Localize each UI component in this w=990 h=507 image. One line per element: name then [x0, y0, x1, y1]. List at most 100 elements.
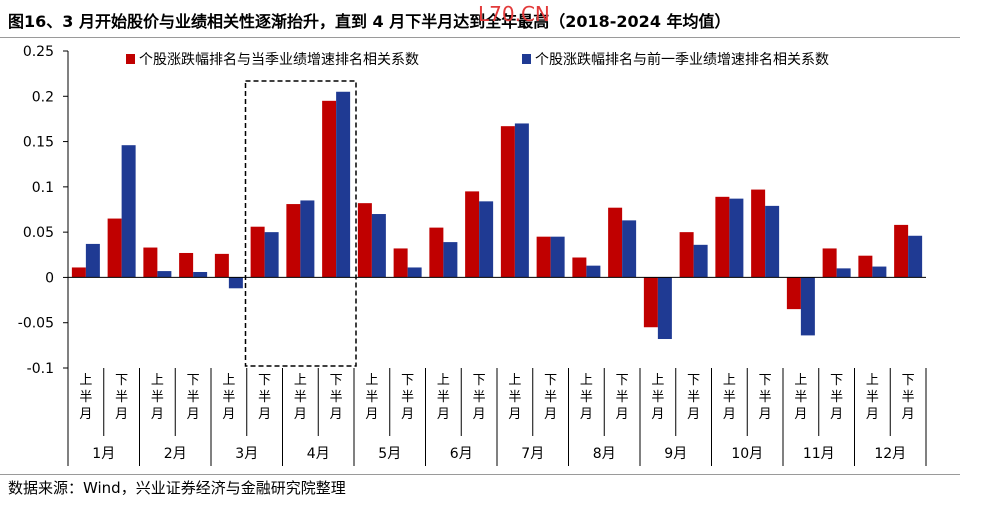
bar-series1-4 [179, 252, 194, 278]
bar-series2-22 [836, 268, 851, 278]
x-tick-label: 下半月 [687, 373, 700, 422]
x-tick-label: 下半月 [544, 373, 557, 422]
x-month-label: 1月 [92, 446, 115, 462]
chart-title: 图16、3 月开始股价与业绩相关性逐渐抬升，直到 4 月下半月达到全年最高（20… [8, 12, 731, 31]
x-month-label: 2月 [164, 446, 187, 462]
bar-series2-23 [872, 266, 887, 278]
x-tick-label: 上半月 [651, 373, 664, 422]
x-tick-label: 上半月 [79, 373, 92, 422]
bar-series1-23 [858, 255, 873, 278]
bar-series1-8 [322, 100, 337, 278]
x-month-label: 11月 [803, 446, 835, 462]
bar-series2-24 [908, 235, 923, 278]
legend-swatch-series2 [522, 54, 531, 64]
y-tick-label: 0.25 [23, 44, 54, 60]
x-month-label: 6月 [450, 446, 473, 462]
bar-series1-14 [536, 236, 551, 278]
x-tick-label: 下半月 [759, 373, 772, 422]
bar-series1-22 [822, 248, 837, 278]
bar-series1-20 [751, 189, 766, 278]
bar-series1-3 [143, 247, 158, 278]
bar-series1-11 [429, 227, 444, 278]
highlight-dashed-box [244, 80, 357, 367]
bar-series2-20 [765, 205, 780, 278]
watermark: L70.CN [478, 2, 550, 26]
y-axis: -0.1 -0.05 0 0.05 0.1 0.15 0.2 0.25 [18, 44, 69, 377]
bar-series2-11 [443, 242, 458, 278]
x-tick-label: 上半月 [294, 373, 307, 422]
x-tick-label: 上半月 [151, 373, 164, 422]
x-tick-label: 下半月 [330, 373, 343, 422]
y-tick-label: -0.05 [18, 316, 54, 332]
bar-series2-13 [514, 123, 529, 278]
bar-series2-6 [264, 232, 279, 278]
bar-series2-19 [729, 198, 744, 278]
bar-series1-13 [500, 126, 515, 278]
bar-series1-19 [715, 196, 730, 278]
bar-series1-7 [286, 204, 301, 278]
x-month-label: 10月 [731, 446, 763, 462]
x-tick-label: 上半月 [866, 373, 879, 422]
x-tick-label: 上半月 [365, 373, 378, 422]
bar-series1-9 [357, 203, 372, 278]
bar-series1-15 [572, 257, 587, 278]
x-month-label: 5月 [378, 446, 401, 462]
x-month-label: 4月 [307, 446, 330, 462]
data-source: 数据来源：Wind，兴业证券经济与金融研究院整理 [8, 479, 346, 497]
x-tick-label: 上半月 [437, 373, 450, 422]
x-tick-label: 下半月 [401, 373, 414, 422]
bar-series2-18 [693, 244, 708, 278]
bar-series1-21 [786, 277, 801, 310]
x-tick-label: 下半月 [902, 373, 915, 422]
bar-series1-10 [393, 248, 408, 278]
bar-series1-1 [71, 267, 86, 278]
x-axis: 上半月 下半月 上半月 下半月 上半月 下半月 上半月 下半月 上半月 下半月 上半月 下半月 上半月 下… [67, 368, 927, 466]
bar-series1-24 [894, 224, 909, 278]
x-tick-label: 上半月 [508, 373, 521, 422]
bar-series2-3 [157, 271, 172, 278]
bar-series2-17 [657, 277, 672, 340]
y-tick-label: 0.05 [23, 225, 54, 241]
x-tick-label: 上半月 [723, 373, 736, 422]
bar-series2-15 [586, 265, 601, 278]
x-tick-label: 下半月 [473, 373, 486, 422]
footer-divider [0, 474, 960, 475]
bar-series1-2 [107, 218, 122, 278]
bar-series2-21 [800, 277, 815, 336]
bar-series1-16 [608, 207, 623, 278]
x-tick-label: 下半月 [115, 373, 128, 422]
x-month-label: 9月 [664, 446, 687, 462]
bar-series2-14 [550, 236, 565, 278]
bar-series2-12 [479, 201, 494, 278]
legend-label-series1: 个股涨跌幅排名与当季业绩增速排名相关系数 [139, 52, 419, 68]
y-tick-label: 0.1 [32, 180, 54, 196]
bar-series2-2 [121, 145, 136, 278]
bar-series1-17 [643, 277, 658, 328]
x-tick-label: 上半月 [794, 373, 807, 422]
bar-series2-9 [371, 214, 386, 278]
bar-series2-4 [193, 271, 208, 278]
x-tick-label: 下半月 [616, 373, 629, 422]
x-tick-label: 下半月 [258, 373, 271, 422]
bars [71, 91, 923, 340]
bar-series2-16 [622, 220, 637, 278]
bar-series1-18 [679, 232, 694, 278]
y-tick-label: 0 [45, 270, 54, 286]
bar-series1-6 [250, 226, 265, 278]
bar-series1-12 [465, 191, 480, 278]
x-tick-label: 下半月 [830, 373, 843, 422]
bar-series2-7 [300, 200, 315, 278]
bar-series2-5 [228, 277, 243, 289]
y-tick-label: -0.1 [27, 361, 54, 377]
highlight-box [244, 80, 357, 367]
bar-series1-5 [214, 253, 229, 278]
legend-swatch-series1 [126, 54, 135, 64]
legend: 个股涨跌幅排名与当季业绩增速排名相关系数 个股涨跌幅排名与前一季业绩增速排名相关系… [126, 51, 829, 68]
y-tick-label: 0.2 [32, 89, 54, 105]
x-month-label: 8月 [593, 446, 616, 462]
x-tick-label: 上半月 [222, 373, 235, 422]
x-month-label: 3月 [235, 446, 258, 462]
x-month-label: 7月 [521, 446, 544, 462]
x-month-label: 12月 [874, 446, 906, 462]
bar-chart: -0.1 -0.05 0 0.05 0.1 0.15 0.2 0.25 上半月 下半月 上半月 下半… [18, 44, 927, 466]
